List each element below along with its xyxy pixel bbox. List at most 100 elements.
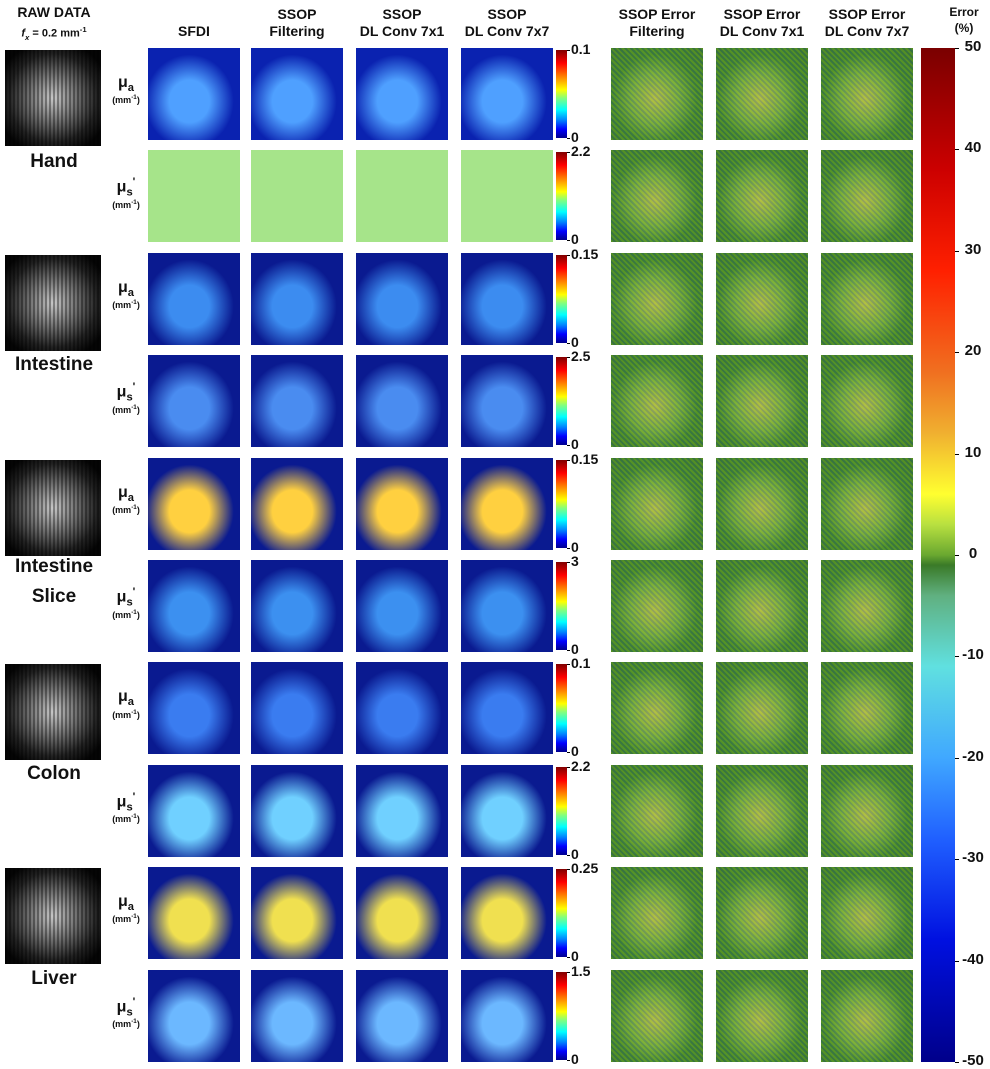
property-map [148, 764, 240, 857]
symbol: μ [117, 688, 128, 706]
unit-close: ) [136, 404, 140, 415]
error-colorbar-tick [955, 859, 959, 861]
error-map [611, 969, 703, 1062]
column-header: SSOP Error DL Conv 7x1 [702, 6, 822, 40]
column-header-line: SSOP [487, 6, 527, 22]
error-map [716, 252, 808, 345]
symbol: μ [116, 793, 127, 811]
unit-superscript: -1 [131, 1018, 137, 1026]
colorbar-tick-label: 0 [571, 333, 579, 350]
colorbar-tick [567, 854, 570, 856]
colorbar-tick [567, 1059, 570, 1061]
fx-label: fx = 0.2 mm-1 [0, 21, 108, 46]
symbol-prime: ' [132, 995, 136, 1008]
sample-name: Liver [31, 968, 77, 989]
unit-superscript: -1 [131, 403, 137, 411]
error-colorbar-tick-label: 10 [964, 443, 982, 461]
fx-subscript: x [25, 32, 30, 42]
colorbar-tick-label: 0 [571, 538, 579, 555]
column-header-line: SSOP [382, 6, 422, 22]
property-map [356, 764, 448, 857]
unit: (mm [112, 814, 132, 825]
error-map [821, 764, 913, 857]
sample-name: Hand [30, 151, 78, 172]
unit-superscript: -1 [131, 608, 137, 616]
colorbar-tick [567, 664, 570, 666]
column-header: SSOP Error Filtering [597, 6, 717, 40]
parameter-unit: (mm-1) [104, 504, 148, 515]
colorbar-tick-label: 3 [571, 553, 579, 569]
unit-superscript: -1 [131, 94, 137, 102]
property-map [461, 252, 553, 345]
parameter-unit: (mm-1) [104, 299, 148, 310]
parameter-label: μa (mm-1) [104, 893, 148, 924]
unit-superscript: -1 [131, 708, 137, 716]
error-colorbar-tick [955, 960, 959, 962]
error-colorbar [921, 48, 955, 1062]
raw-image [5, 255, 101, 351]
parameter-unit: (mm-1) [104, 94, 148, 105]
parameter-label: μs' (mm-1) [104, 176, 148, 210]
error-map [821, 150, 913, 243]
colorbar-tick-label: 0 [571, 743, 579, 760]
unit-superscript: -1 [131, 198, 137, 206]
colorbar [556, 971, 567, 1060]
property-map [461, 355, 553, 448]
error-map [716, 560, 808, 652]
property-map [356, 457, 448, 550]
error-map [716, 355, 808, 448]
symbol-subscript: a [127, 491, 135, 504]
colorbar-tick [567, 957, 570, 959]
colorbar-tick [567, 650, 570, 651]
parameter-label: μa (mm-1) [104, 688, 148, 719]
property-map [356, 355, 448, 448]
symbol: μ [116, 178, 127, 196]
error-map [716, 457, 808, 550]
error-colorbar-tick-label: 20 [964, 342, 982, 360]
error-colorbar-tick-label: -20 [962, 747, 984, 765]
symbol: μ [117, 893, 128, 911]
property-map [251, 355, 343, 448]
raw-image [5, 50, 101, 146]
property-map [148, 48, 240, 140]
sample-name: Intestine [14, 556, 94, 577]
symbol-prime: ' [132, 381, 136, 394]
error-map [611, 48, 703, 140]
unit: (mm [112, 404, 132, 415]
raw-image [5, 460, 101, 556]
unit: (mm [112, 504, 132, 515]
sample-name: Colon [27, 763, 81, 784]
property-map [251, 457, 343, 550]
property-map [251, 252, 343, 345]
property-map [251, 150, 343, 243]
error-map [611, 662, 703, 755]
fx-symbol: f [21, 27, 26, 40]
property-map [148, 457, 240, 550]
error-colorbar-title-line: Error [949, 5, 979, 19]
colorbar-tick [567, 152, 570, 154]
parameter-symbol: μa [104, 74, 148, 94]
parameter-unit: (mm-1) [104, 1018, 148, 1029]
colorbar-tick-label: 2.5 [571, 348, 591, 365]
symbol-subscript: s [126, 596, 133, 609]
property-map [461, 48, 553, 140]
parameter-symbol: μa [104, 688, 148, 708]
error-colorbar-title-line: (%) [954, 21, 974, 35]
parameter-unit: (mm-1) [104, 609, 148, 620]
error-map [716, 764, 808, 857]
colorbar-tick [567, 50, 570, 51]
error-colorbar-tick-label: -50 [962, 1052, 984, 1069]
symbol: μ [117, 278, 128, 296]
colorbar [556, 766, 567, 855]
raw-header: RAW DATA fx = 0.2 mm-1 [0, 4, 108, 46]
symbol-subscript: a [127, 82, 135, 95]
error-map [611, 764, 703, 857]
unit: (mm [112, 709, 132, 720]
property-map [356, 867, 448, 960]
fx-superscript: -1 [79, 25, 87, 34]
colorbar-tick-label: 2.2 [571, 143, 591, 160]
error-colorbar-tick-label: 40 [964, 139, 982, 157]
property-map [148, 150, 240, 243]
property-map [461, 969, 553, 1062]
colorbar-tick-label: 0 [571, 1050, 579, 1067]
